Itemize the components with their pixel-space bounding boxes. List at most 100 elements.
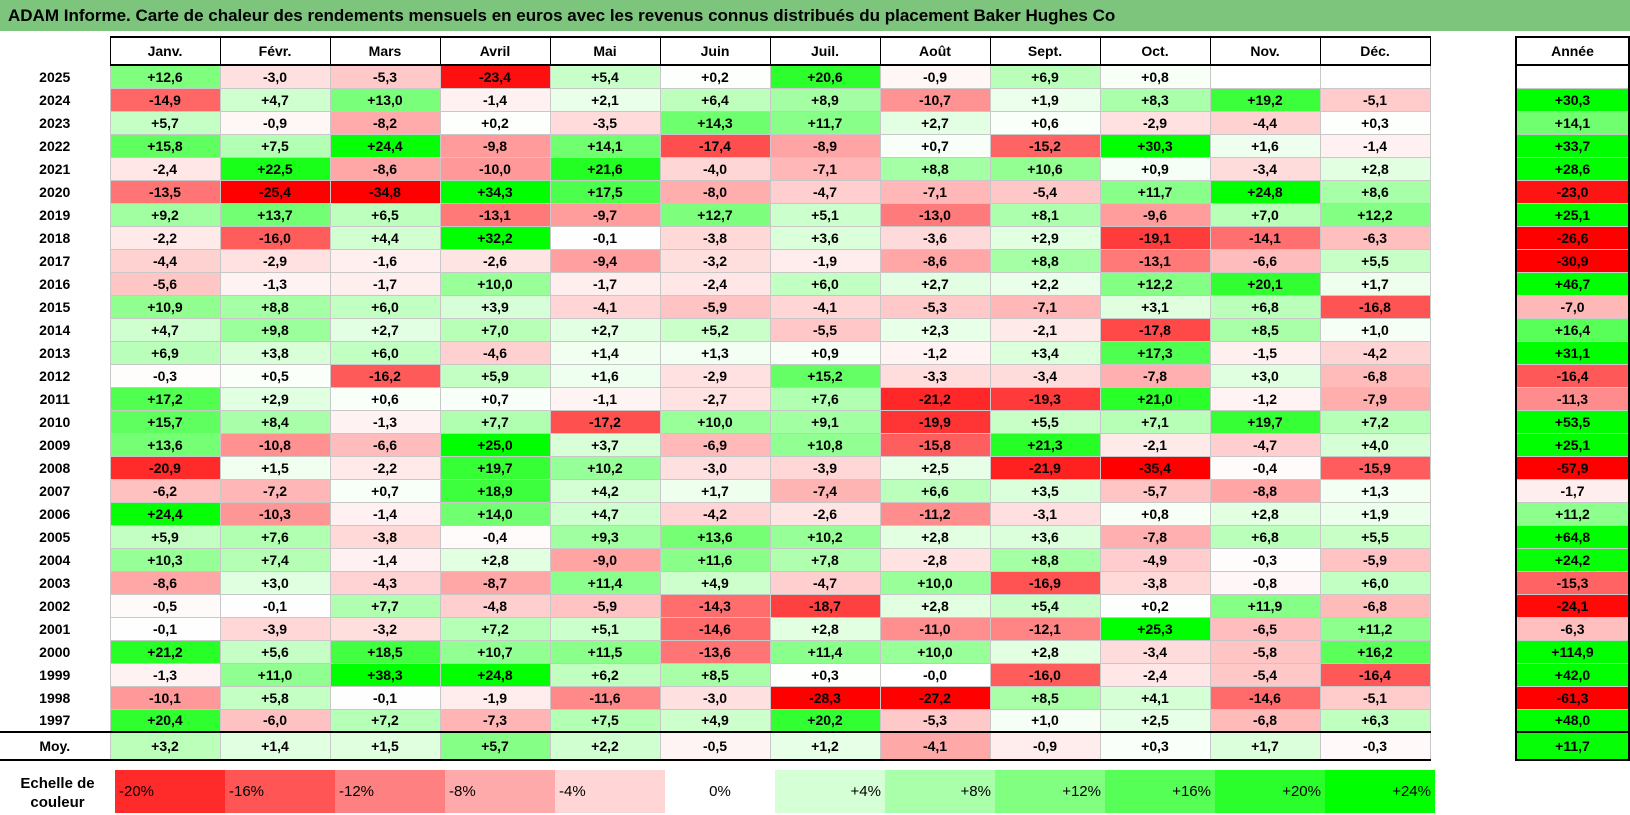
heatmap-cell: -5,8 bbox=[1209, 639, 1321, 664]
column-header-month: Oct. bbox=[1099, 36, 1211, 66]
heatmap-cell: -3,9 bbox=[219, 616, 331, 641]
year-row: 1998 -10,1 +5,8 -0,1 -1,9 -11,6 -3,0 -28,3 -27,2… bbox=[0, 685, 1431, 710]
heatmap-cell: +0,7 bbox=[879, 133, 991, 158]
heatmap-cell: +8,8 bbox=[219, 294, 331, 319]
heatmap-cell: +15,8 bbox=[109, 133, 221, 158]
heatmap-cell: -5,3 bbox=[879, 708, 991, 733]
heatmap-cell: +4,7 bbox=[549, 501, 661, 526]
color-scale-step: -4% bbox=[555, 770, 665, 813]
heatmap-cell: +12,6 bbox=[109, 64, 221, 89]
annual-cell: +16,4 bbox=[1515, 317, 1630, 342]
heatmap-cell: +10,6 bbox=[989, 156, 1101, 181]
heatmap-cell: -3,5 bbox=[549, 110, 661, 135]
heatmap-cell: -4,2 bbox=[1319, 340, 1431, 365]
heatmap-cell: -3,2 bbox=[659, 248, 771, 273]
color-scale-step: -16% bbox=[225, 770, 335, 813]
heatmap-cell: -10,0 bbox=[439, 156, 551, 181]
heatmap-cell: -5,4 bbox=[1209, 662, 1321, 687]
heatmap-cell: -0,4 bbox=[439, 524, 551, 549]
color-scale-step: -20% bbox=[115, 770, 225, 813]
heatmap-cell: +3,6 bbox=[769, 225, 881, 250]
heatmap-cell: +3,4 bbox=[989, 340, 1101, 365]
heatmap-cell: +7,4 bbox=[219, 547, 331, 572]
year-label: 2005 bbox=[39, 528, 71, 545]
heatmap-cell: +10,0 bbox=[879, 639, 991, 664]
color-scale-step: +4% bbox=[775, 770, 885, 813]
column-header-month: Janv. bbox=[109, 36, 221, 66]
heatmap-cell: -0,3 bbox=[1209, 547, 1321, 572]
heatmap-cell: +5,5 bbox=[989, 409, 1101, 434]
heatmap-cell: +2,9 bbox=[219, 386, 331, 411]
heatmap-cell: +6,0 bbox=[329, 340, 441, 365]
heatmap-cell: -1,4 bbox=[329, 547, 441, 572]
year-label: 2006 bbox=[39, 505, 71, 522]
heatmap-cell: -4,7 bbox=[769, 570, 881, 595]
heatmap-cell: -21,9 bbox=[989, 455, 1101, 480]
column-header-month: Mai bbox=[549, 36, 661, 66]
column-header-month: Sept. bbox=[989, 36, 1101, 66]
heatmap-cell: +0,2 bbox=[1099, 593, 1211, 618]
heatmap-cell: -3,3 bbox=[879, 363, 991, 388]
heatmap-cell: +0,6 bbox=[329, 386, 441, 411]
heatmap-cell: -0,0 bbox=[879, 662, 991, 687]
heatmap-cell: +24,4 bbox=[329, 133, 441, 158]
heatmap-cell: +25,3 bbox=[1099, 616, 1211, 641]
heatmap-cell: +5,5 bbox=[1319, 248, 1431, 273]
heatmap-cell: -2,4 bbox=[109, 156, 221, 181]
heatmap-cell: +7,7 bbox=[329, 593, 441, 618]
annual-cell: -11,3 bbox=[1515, 386, 1630, 411]
heatmap-cell: +8,8 bbox=[989, 547, 1101, 572]
heatmap-cell: +4,2 bbox=[549, 478, 661, 503]
heatmap-cell: +18,9 bbox=[439, 478, 551, 503]
heatmap-cell: -1,3 bbox=[329, 409, 441, 434]
heatmap-cell: +13,7 bbox=[219, 202, 331, 227]
annual-cell: -16,4 bbox=[1515, 363, 1630, 388]
heatmap-cell: -14,6 bbox=[1209, 685, 1321, 710]
column-header-month: Nov. bbox=[1209, 36, 1321, 66]
heatmap-cell: +5,9 bbox=[109, 524, 221, 549]
year-row: 2014 +4,7 +9,8 +2,7 +7,0 +2,7 +5,2 -5,5 +2,3 -2,1… bbox=[0, 317, 1431, 342]
heatmap-cell: -28,3 bbox=[769, 685, 881, 710]
heatmap-cell: -6,5 bbox=[1209, 616, 1321, 641]
heatmap-cell: -8,9 bbox=[769, 133, 881, 158]
annual-cell: -23,0 bbox=[1515, 179, 1630, 204]
year-row: 2025 +12,6 -3,0 -5,3 -23,4 +5,4 +0,2 +20,6 -0,9 +… bbox=[0, 64, 1431, 89]
year-label: 2013 bbox=[39, 344, 71, 361]
heatmap-cell: +2,8 bbox=[879, 593, 991, 618]
heatmap-cell: -16,9 bbox=[989, 570, 1101, 595]
heatmap-cell: -2,9 bbox=[1099, 110, 1211, 135]
heatmap-cell: -5,9 bbox=[659, 294, 771, 319]
heatmap-cell: -10,3 bbox=[219, 501, 331, 526]
heatmap-cell: +14,0 bbox=[439, 501, 551, 526]
heatmap-cell: +7,0 bbox=[1209, 202, 1321, 227]
heatmap-cell: -3,0 bbox=[219, 64, 331, 89]
heatmap-cell: -9,8 bbox=[439, 133, 551, 158]
heatmap-cell: -0,5 bbox=[109, 593, 221, 618]
annual-cell: +48,0 bbox=[1515, 708, 1630, 733]
heatmap-cell: -1,5 bbox=[1209, 340, 1321, 365]
heatmap-cell: +6,9 bbox=[109, 340, 221, 365]
year-label: 2000 bbox=[39, 643, 71, 660]
heatmap-cell: +19,7 bbox=[439, 455, 551, 480]
heatmap-cell: -0,1 bbox=[549, 225, 661, 250]
heatmap-cell: +0,7 bbox=[439, 386, 551, 411]
heatmap-cell: -27,2 bbox=[879, 685, 991, 710]
annual-average-cell: +11,7 bbox=[1515, 731, 1630, 761]
heatmap-cell: -3,4 bbox=[1209, 156, 1321, 181]
heatmap-cell: -4,4 bbox=[109, 248, 221, 273]
year-label: 2020 bbox=[39, 183, 71, 200]
heatmap-cell: +11,5 bbox=[549, 639, 661, 664]
year-row: 1997 +20,4 -6,0 +7,2 -7,3 +7,5 +4,9 +20,2 -5,3 +1… bbox=[0, 708, 1431, 733]
year-label: 2001 bbox=[39, 620, 71, 637]
heatmap-cell: -11,2 bbox=[879, 501, 991, 526]
heatmap-cell: -20,9 bbox=[109, 455, 221, 480]
heatmap-cell: +1,2 bbox=[769, 731, 881, 761]
heatmap-cell: +0,9 bbox=[769, 340, 881, 365]
heatmap-cell: -1,3 bbox=[109, 662, 221, 687]
heatmap-cell: -3,4 bbox=[1099, 639, 1211, 664]
heatmap-cell: -4,6 bbox=[439, 340, 551, 365]
heatmap-cell: +1,0 bbox=[1319, 317, 1431, 342]
year-row: 2003 -8,6 +3,0 -4,3 -8,7 +11,4 +4,9 -4,7 +10,0 -1… bbox=[0, 570, 1431, 595]
heatmap-cell: -7,8 bbox=[1099, 524, 1211, 549]
heatmap-cell: -0,1 bbox=[109, 616, 221, 641]
